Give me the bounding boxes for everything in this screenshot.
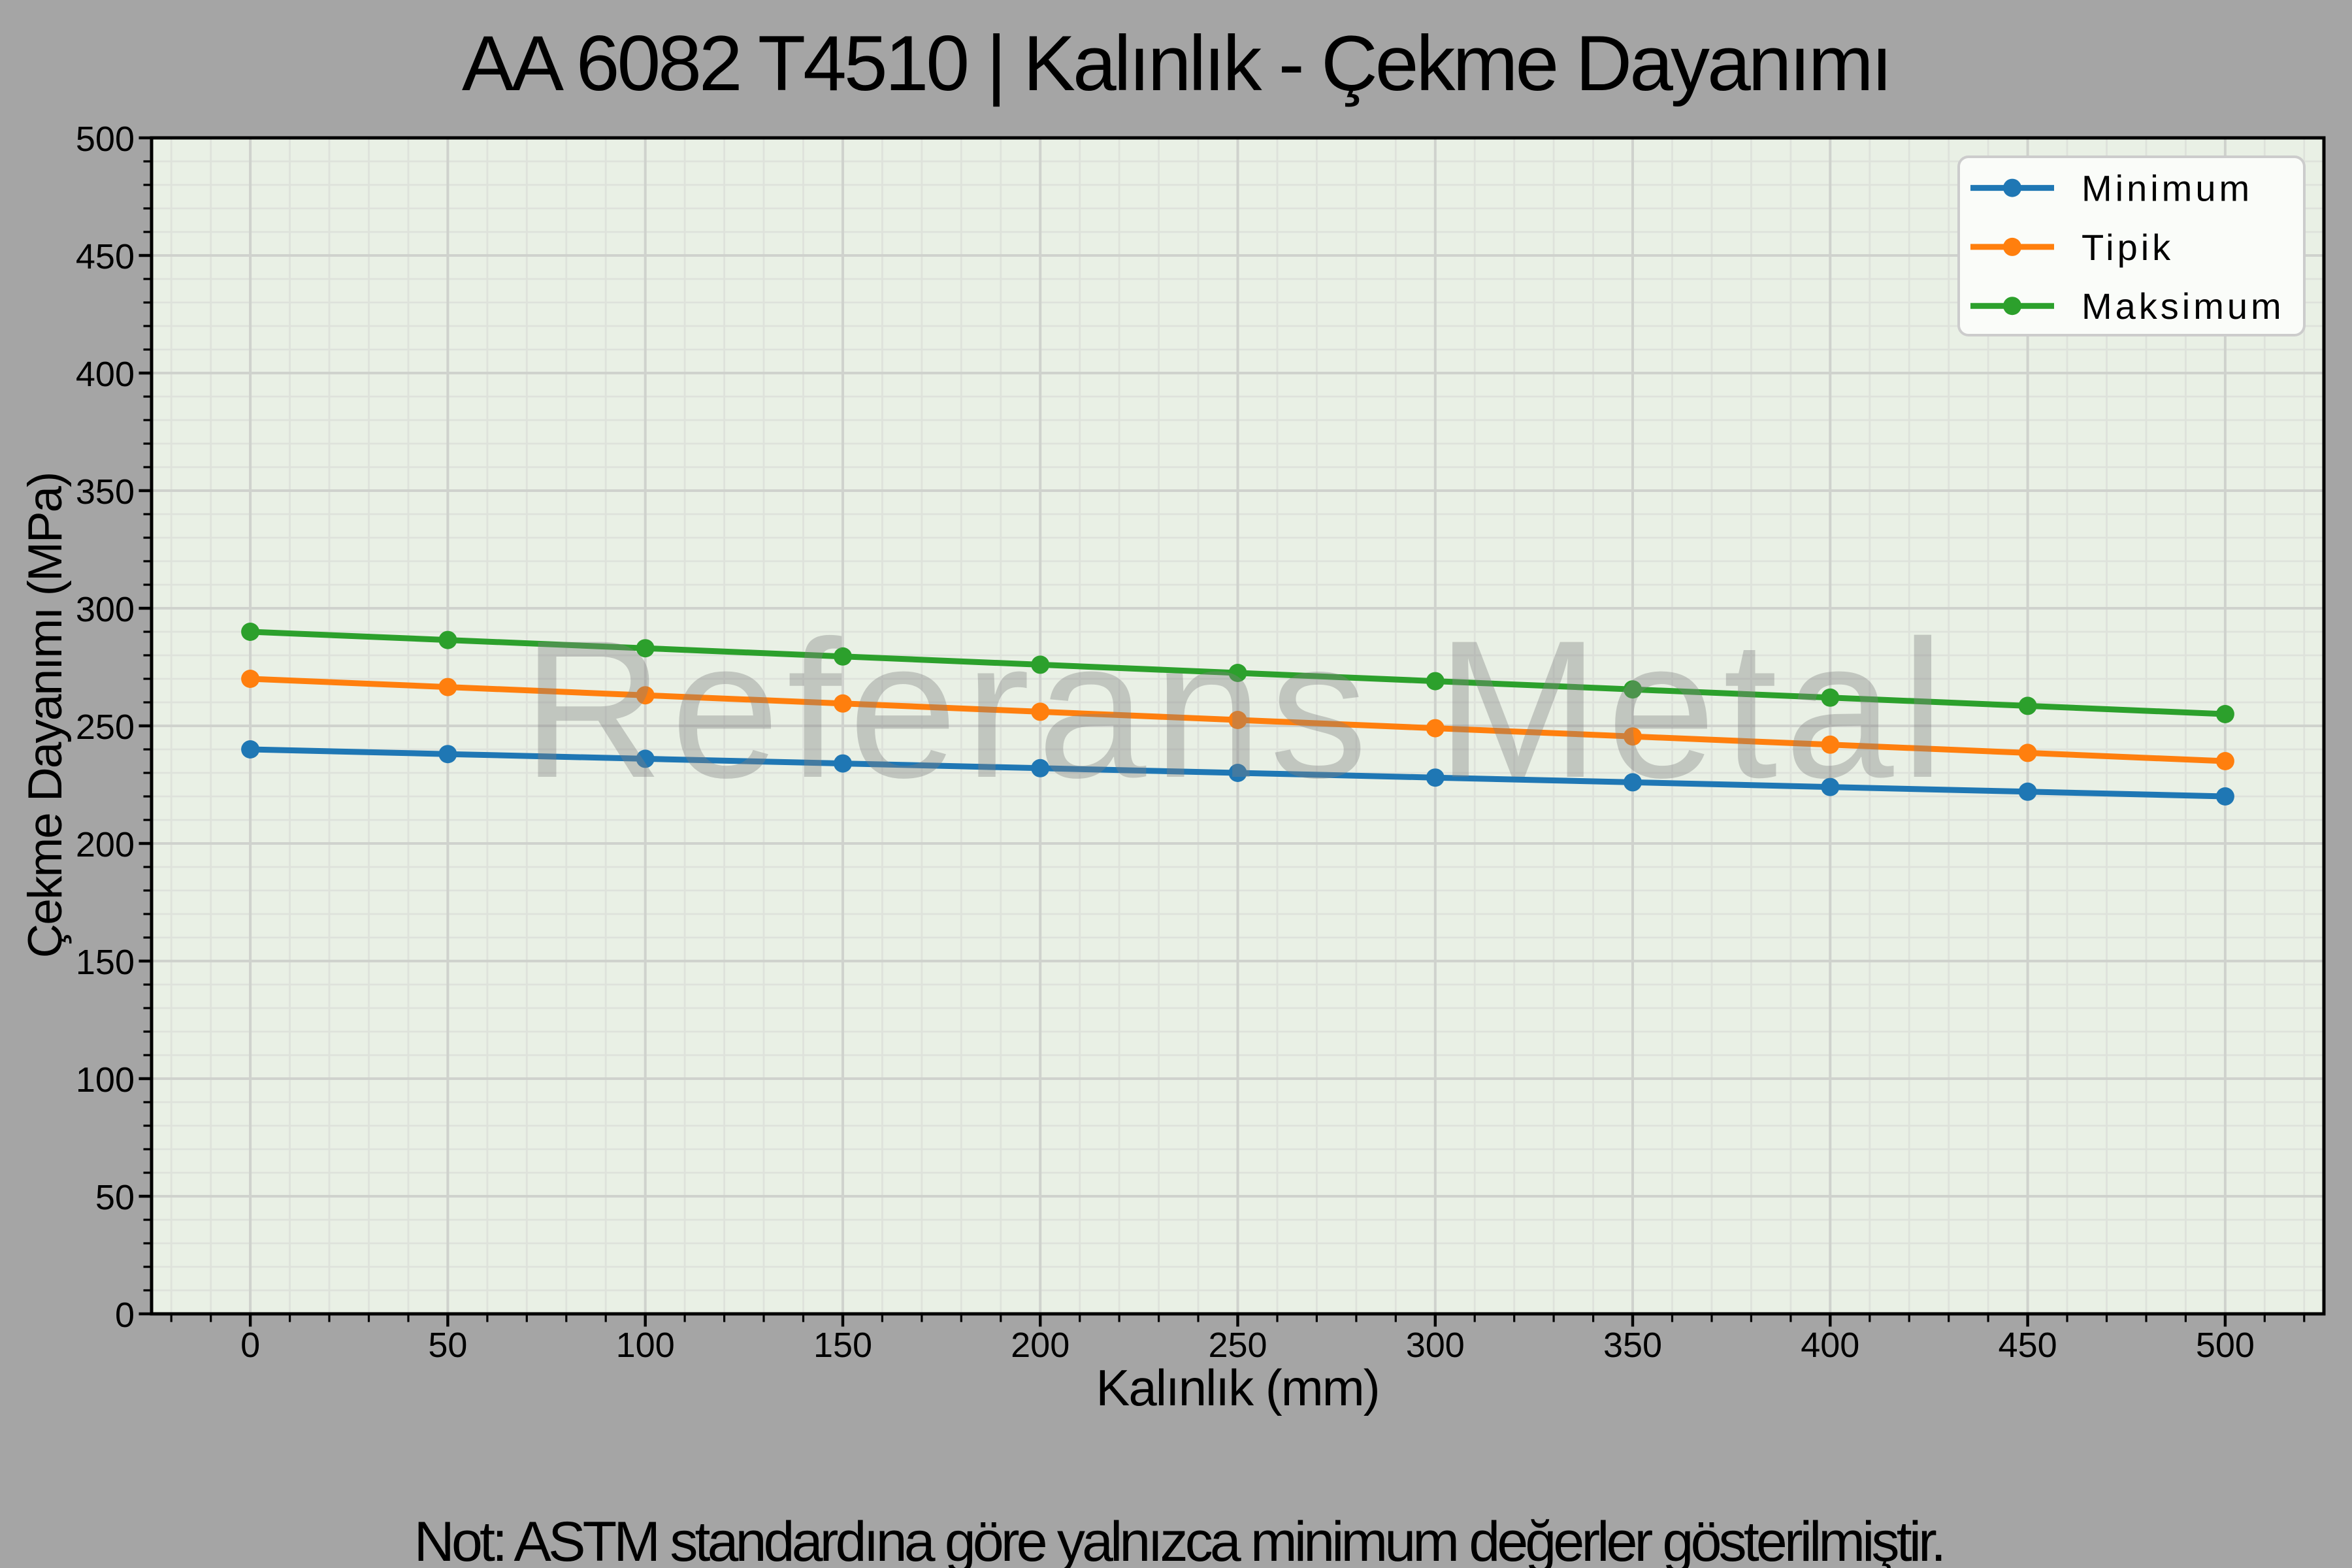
svg-text:450: 450: [76, 237, 135, 276]
svg-text:200: 200: [1011, 1326, 1070, 1365]
svg-text:100: 100: [76, 1060, 135, 1100]
svg-text:Not: ASTM standardına göre yal: Not: ASTM standardına göre yalnızca mini…: [414, 1511, 1944, 1568]
svg-text:150: 150: [813, 1326, 872, 1365]
svg-text:250: 250: [76, 708, 135, 747]
svg-text:AA 6082 T4510 | Kalınlık - Çek: AA 6082 T4510 | Kalınlık - Çekme Dayanım…: [462, 20, 1890, 107]
svg-text:Kalınlık (mm): Kalınlık (mm): [1096, 1359, 1379, 1416]
svg-text:500: 500: [76, 120, 135, 159]
svg-text:250: 250: [1208, 1326, 1267, 1365]
svg-text:300: 300: [76, 590, 135, 629]
svg-text:350: 350: [1603, 1326, 1662, 1365]
svg-text:0: 0: [240, 1326, 260, 1365]
svg-text:400: 400: [1801, 1326, 1859, 1365]
svg-text:100: 100: [616, 1326, 675, 1365]
svg-text:50: 50: [428, 1326, 467, 1365]
svg-text:500: 500: [2196, 1326, 2255, 1365]
svg-text:200: 200: [76, 825, 135, 864]
svg-text:50: 50: [95, 1178, 135, 1217]
svg-text:Tipik: Tipik: [2082, 227, 2174, 268]
svg-text:Çekme Dayanımı (MPa): Çekme Dayanımı (MPa): [19, 473, 72, 958]
svg-text:150: 150: [76, 943, 135, 982]
svg-text:300: 300: [1406, 1326, 1465, 1365]
svg-text:450: 450: [1999, 1326, 2057, 1365]
svg-text:0: 0: [115, 1296, 135, 1335]
svg-text:Maksimum: Maksimum: [2082, 286, 2285, 327]
svg-text:Minimum: Minimum: [2082, 168, 2253, 209]
svg-text:400: 400: [76, 355, 135, 394]
svg-text:350: 350: [76, 472, 135, 512]
svg-text:Referans Metal: Referans Metal: [522, 599, 1952, 819]
